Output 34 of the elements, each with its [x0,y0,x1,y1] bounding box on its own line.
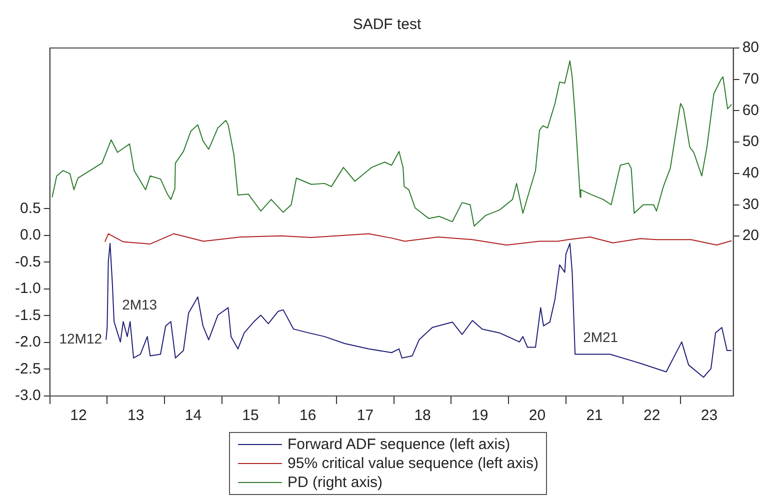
x-tick-label: 17 [356,407,374,424]
legend-label: PD (right axis) [288,473,383,492]
y2-tick-label: 50 [742,133,760,150]
y2-tick-label: 30 [742,196,760,213]
y2-tick-label: 40 [742,164,760,182]
x-tick-label: 19 [472,407,488,424]
x-tick-label: 20 [528,407,546,424]
y-tick-label: -0.5 [14,253,41,270]
y2-tick-label: 80 [742,39,760,56]
legend-label: 95% critical value sequence (left axis) [288,454,538,473]
y-tick-label: -2.0 [14,334,41,351]
annotation: 2M21 [583,329,618,346]
annotation: 2M13 [122,296,158,312]
x-tick-label: 16 [300,407,316,424]
x-tick-label: 14 [184,407,202,424]
x-tick-label: 15 [242,407,259,424]
legend-label: Forward ADF sequence (left axis) [288,435,510,454]
annotation: 12M12 [59,330,102,347]
y-tick-label: 0.0 [20,226,41,244]
y-tick-label: -2.5 [14,360,41,378]
x-tick-label: 22 [644,407,660,424]
y-tick-label: 0.5 [20,200,41,217]
y-tick-label: -3.0 [14,387,41,404]
x-tick-label: 18 [414,407,431,424]
chart-title: SADF test [352,16,422,34]
x-tick-label: 23 [700,407,718,424]
y2-tick-label: 60 [742,102,760,119]
x-tick-label: 12 [70,407,87,424]
y-tick-label: -1.5 [14,306,41,324]
y2-tick-label: 70 [742,70,760,88]
x-tick-label: 13 [128,407,144,424]
y2-tick-label: 20 [742,227,760,244]
x-tick-label: 21 [586,407,603,424]
y-tick-label: -1.0 [14,280,41,298]
